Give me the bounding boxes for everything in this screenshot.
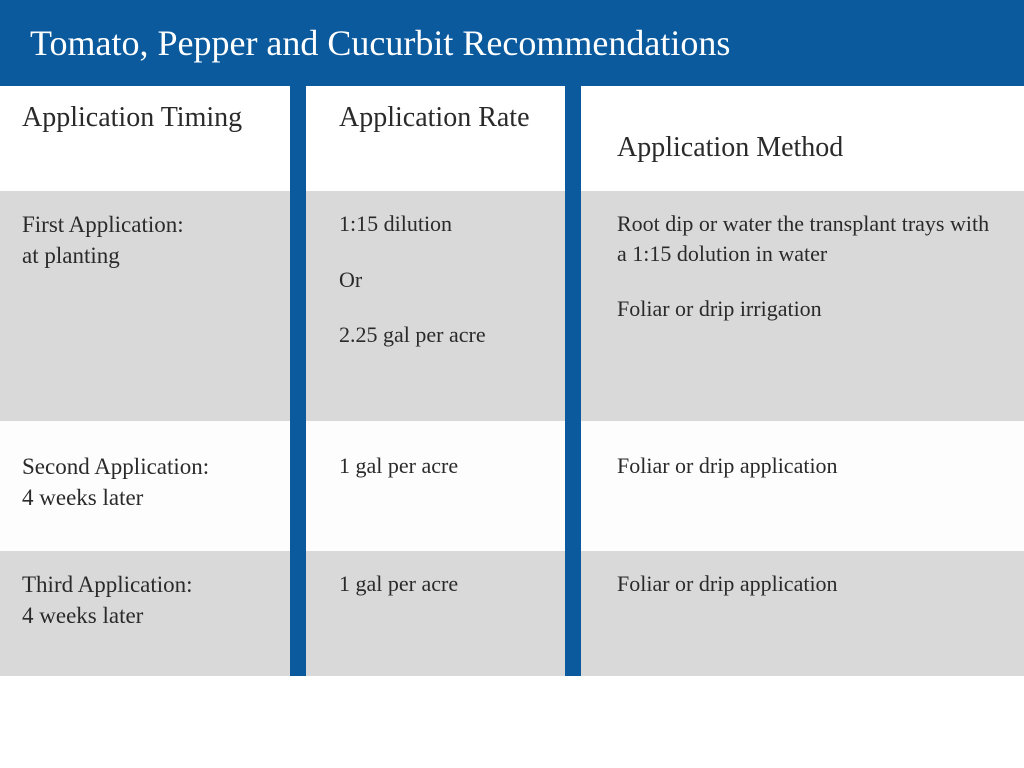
table-row: Foliar or drip application [585,421,1024,551]
column-header-rate: Application Rate [305,86,585,191]
table-row: Second Application: 4 weeks later [0,421,305,551]
table-row: Third Application: 4 weeks later [0,551,305,676]
column-divider-1 [290,86,306,676]
column-header-timing: Application Timing [0,86,305,191]
column-header-method: Application Method [585,86,1024,191]
page-title: Tomato, Pepper and Cucurbit Recommendati… [0,0,1024,86]
timing-text: 4 weeks later [22,600,285,631]
rate-text: 2.25 gal per acre [339,320,565,350]
table-row: 1 gal per acre [305,551,585,676]
recommendations-table: Application Timing Application Rate Appl… [0,86,1024,676]
table-row: Foliar or drip application [585,551,1024,676]
rate-or-text: Or [339,265,565,295]
method-text: Foliar or drip application [617,569,996,599]
rate-text: 1 gal per acre [339,451,565,481]
timing-text: Third Application: [22,569,285,600]
rate-text: 1 gal per acre [339,569,565,599]
method-text: Root dip or water the transplant trays w… [617,209,996,268]
timing-text: First Application: [22,209,285,240]
table-row: 1 gal per acre [305,421,585,551]
timing-text: at planting [22,240,285,271]
method-text: Foliar or drip irrigation [617,294,996,324]
table-row: Root dip or water the transplant trays w… [585,191,1024,421]
timing-text: Second Application: [22,451,285,482]
recommendations-card: Tomato, Pepper and Cucurbit Recommendati… [0,0,1024,768]
table-row: First Application: at planting [0,191,305,421]
table-row: 1:15 dilution Or 2.25 gal per acre [305,191,585,421]
rate-text: 1:15 dilution [339,209,565,239]
method-text: Foliar or drip application [617,451,996,481]
column-divider-2 [565,86,581,676]
timing-text: 4 weeks later [22,482,285,513]
